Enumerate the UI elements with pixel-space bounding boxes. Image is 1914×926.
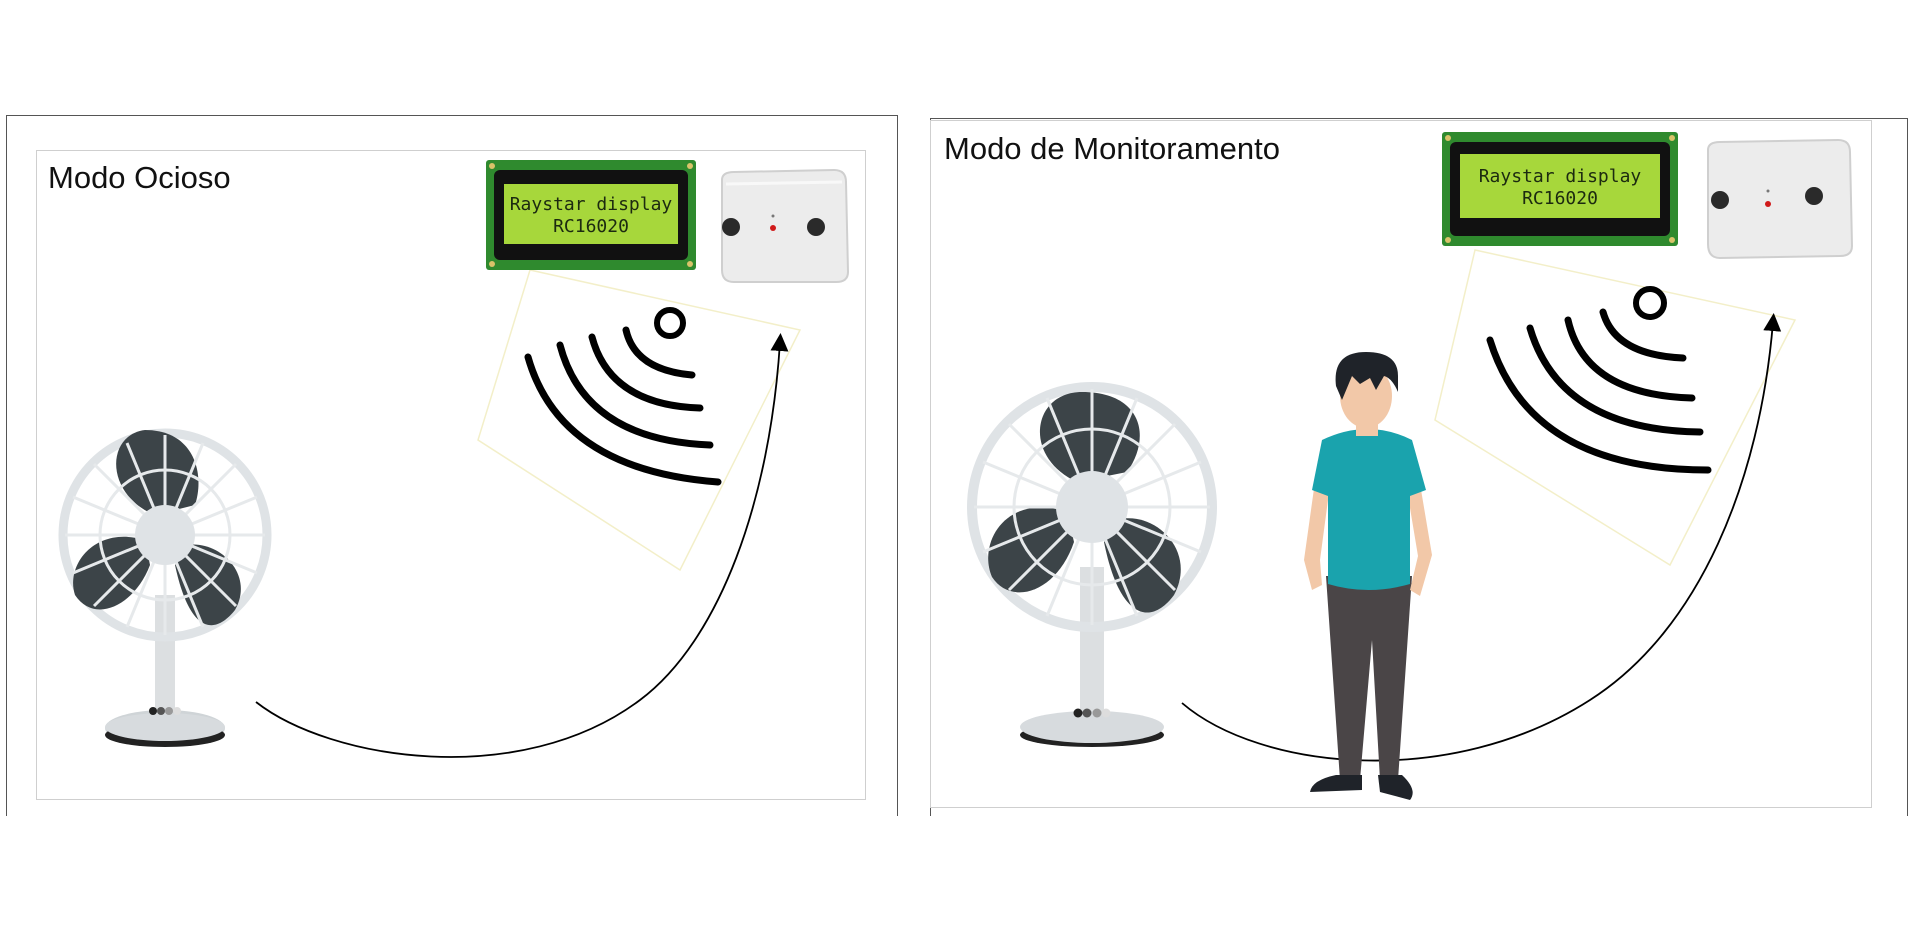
fan-icon [58, 428, 272, 747]
fan-icon [967, 382, 1217, 747]
lcd-display: Raystar display RC16020 [486, 160, 696, 270]
wireless-signal-icon [1486, 286, 1712, 474]
panel-left-inner [36, 150, 866, 800]
panel-left-frame [6, 115, 898, 816]
sensor-guide-box [1434, 249, 1797, 567]
sensor-box [721, 168, 850, 283]
lcd-display: Raystar display RC16020 [1442, 132, 1678, 246]
signal-path-arrow [1181, 313, 1782, 762]
sensor-box [1707, 138, 1854, 260]
panel-title-monitoring: Modo de Monitoramento [944, 131, 1281, 166]
signal-path-arrow [255, 333, 789, 758]
lcd-line-2: RC16020 [1522, 188, 1598, 209]
lcd-line-2: RC16020 [553, 216, 629, 237]
lcd-line-1: Raystar display [1479, 166, 1642, 187]
lcd-line-1: Raystar display [510, 194, 673, 215]
wireless-signal-icon [524, 307, 722, 486]
person-figure [1304, 352, 1432, 800]
panel-right-inner [930, 120, 1872, 808]
panel-title-idle: Modo Ocioso [48, 160, 231, 195]
sensor-guide-box [477, 269, 802, 572]
